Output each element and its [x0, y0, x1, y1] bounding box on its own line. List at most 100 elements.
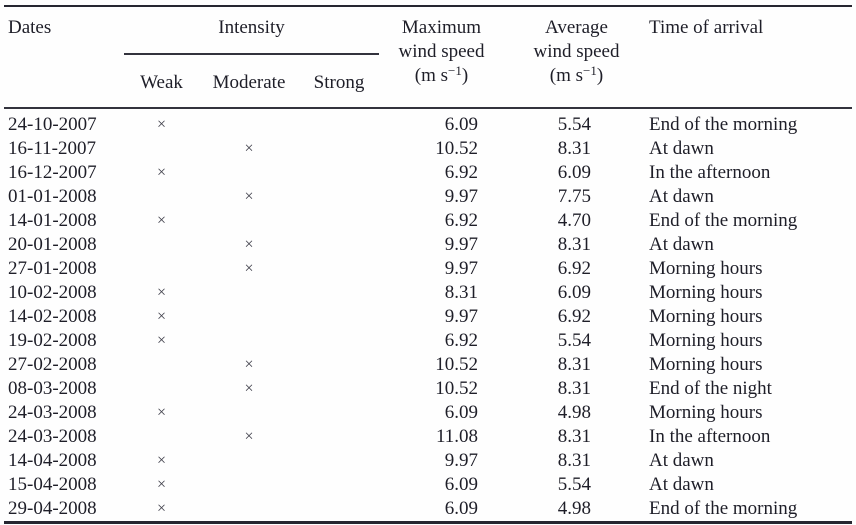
- max-wind-speed-cell: 6.09: [444, 474, 478, 495]
- max-wind-speed-cell: 9.97: [444, 258, 478, 279]
- table-row: 24-03-2008 × 11.08 8.31 In the afternoon: [4, 425, 852, 449]
- table-row: 19-02-2008 × 6.92 5.54 Morning hours: [4, 329, 852, 353]
- weak-cell: [124, 137, 199, 161]
- table-row: 27-02-2008 × 10.52 8.31 Morning hours: [4, 353, 852, 377]
- weak-cell: ×: [156, 500, 167, 517]
- weak-cell: [124, 377, 199, 401]
- table-row: 27-01-2008 × 9.97 6.92 Morning hours: [4, 257, 852, 281]
- moderate-cell: ×: [244, 188, 254, 205]
- max-wind-speed-cell: 8.31: [444, 282, 478, 303]
- table-row: 10-02-2008 × 8.31 6.09 Morning hours: [4, 281, 852, 305]
- avg-wind-speed-cell: 8.31: [557, 378, 591, 399]
- avg-wind-line2: wind speed: [533, 41, 620, 62]
- moderate-cell: ×: [244, 356, 254, 373]
- moderate-cell: [199, 473, 299, 497]
- wind-events-table-container: Dates Intensity Maximum wind speed (m s−…: [4, 5, 852, 524]
- date-cell: 14-01-2008: [8, 210, 97, 231]
- column-header-intensity: Intensity: [124, 6, 379, 55]
- avg-wind-unit: (m s−1): [549, 63, 604, 86]
- avg-wind-speed-cell: 5.54: [557, 114, 591, 135]
- weak-cell: ×: [156, 212, 167, 229]
- max-wind-line1: Maximum: [401, 17, 482, 38]
- avg-wind-speed-cell: 6.92: [557, 306, 591, 327]
- max-wind-speed-cell: 6.09: [444, 498, 478, 519]
- moderate-cell: [199, 108, 299, 137]
- date-cell: 27-02-2008: [8, 354, 97, 375]
- time-of-arrival-cell: At dawn: [649, 450, 714, 471]
- max-wind-speed-cell: 9.97: [444, 186, 478, 207]
- date-cell: 08-03-2008: [8, 378, 97, 399]
- date-cell: 14-02-2008: [8, 306, 97, 327]
- column-header-max-wind-speed: Maximum wind speed (m s−1): [379, 6, 504, 108]
- date-cell: 16-11-2007: [8, 138, 96, 159]
- table-row: 14-04-2008 × 9.97 8.31 At dawn: [4, 449, 852, 473]
- weak-cell: [124, 233, 199, 257]
- max-wind-speed-cell: 6.92: [444, 330, 478, 351]
- time-of-arrival-cell: At dawn: [649, 138, 714, 159]
- avg-wind-speed-cell: 8.31: [557, 450, 591, 471]
- subcolumn-header-moderate: Moderate: [212, 72, 286, 93]
- date-cell: 24-03-2008: [8, 426, 97, 447]
- strong-cell: [299, 329, 379, 353]
- moderate-cell: [199, 497, 299, 523]
- table-row: 24-03-2008 × 6.09 4.98 Morning hours: [4, 401, 852, 425]
- moderate-cell: [199, 449, 299, 473]
- time-of-arrival-cell: At dawn: [649, 234, 714, 255]
- column-header-dates: Dates: [8, 17, 52, 38]
- moderate-cell: [199, 401, 299, 425]
- table-row: 16-12-2007 × 6.92 6.09 In the afternoon: [4, 161, 852, 185]
- table-row: 20-01-2008 × 9.97 8.31 At dawn: [4, 233, 852, 257]
- moderate-cell: ×: [244, 236, 254, 253]
- weak-cell: ×: [156, 164, 167, 181]
- weak-cell: ×: [156, 116, 167, 133]
- avg-wind-speed-cell: 8.31: [557, 426, 591, 447]
- subcolumn-header-strong: Strong: [313, 72, 365, 93]
- max-wind-speed-cell: 10.52: [435, 378, 478, 399]
- avg-wind-speed-cell: 6.09: [557, 282, 591, 303]
- max-wind-line2: wind speed: [398, 41, 485, 62]
- weak-cell: ×: [156, 308, 167, 325]
- strong-cell: [299, 377, 379, 401]
- avg-wind-speed-cell: 4.98: [557, 498, 591, 519]
- time-of-arrival-cell: End of the morning: [649, 210, 798, 231]
- date-cell: 14-04-2008: [8, 450, 97, 471]
- strong-cell: [299, 401, 379, 425]
- table-row: 01-01-2008 × 9.97 7.75 At dawn: [4, 185, 852, 209]
- table-row: 14-02-2008 × 9.97 6.92 Morning hours: [4, 305, 852, 329]
- strong-cell: [299, 473, 379, 497]
- table-row: 29-04-2008 × 6.09 4.98 End of the mornin…: [4, 497, 852, 523]
- weak-cell: ×: [156, 332, 167, 349]
- moderate-cell: [199, 281, 299, 305]
- strong-cell: [299, 185, 379, 209]
- max-wind-speed-cell: 6.09: [444, 114, 478, 135]
- date-cell: 24-03-2008: [8, 402, 97, 423]
- strong-cell: [299, 257, 379, 281]
- strong-cell: [299, 233, 379, 257]
- max-wind-unit: (m s−1): [414, 63, 469, 86]
- time-of-arrival-cell: Morning hours: [649, 282, 763, 303]
- table-body: 24-10-2007 × 6.09 5.54 End of the mornin…: [4, 108, 852, 523]
- avg-wind-speed-cell: 6.92: [557, 258, 591, 279]
- max-wind-speed-cell: 6.92: [444, 210, 478, 231]
- moderate-cell: ×: [244, 428, 254, 445]
- weak-cell: ×: [156, 476, 167, 493]
- time-of-arrival-cell: End of the morning: [649, 498, 798, 519]
- column-header-time-of-arrival: Time of arrival: [649, 17, 764, 38]
- avg-wind-speed-cell: 8.31: [557, 354, 591, 375]
- max-wind-speed-cell: 10.52: [435, 354, 478, 375]
- max-wind-speed-cell: 6.09: [444, 402, 478, 423]
- max-wind-speed-cell: 10.52: [435, 138, 478, 159]
- max-wind-speed-cell: 9.97: [444, 450, 478, 471]
- time-of-arrival-cell: Morning hours: [649, 354, 763, 375]
- strong-cell: [299, 281, 379, 305]
- time-of-arrival-cell: At dawn: [649, 186, 714, 207]
- table-row: 16-11-2007 × 10.52 8.31 At dawn: [4, 137, 852, 161]
- strong-cell: [299, 449, 379, 473]
- strong-cell: [299, 161, 379, 185]
- strong-cell: [299, 305, 379, 329]
- strong-cell: [299, 108, 379, 137]
- date-cell: 24-10-2007: [8, 114, 97, 135]
- weak-cell: ×: [156, 404, 167, 421]
- avg-wind-speed-cell: 4.98: [557, 402, 591, 423]
- moderate-cell: [199, 305, 299, 329]
